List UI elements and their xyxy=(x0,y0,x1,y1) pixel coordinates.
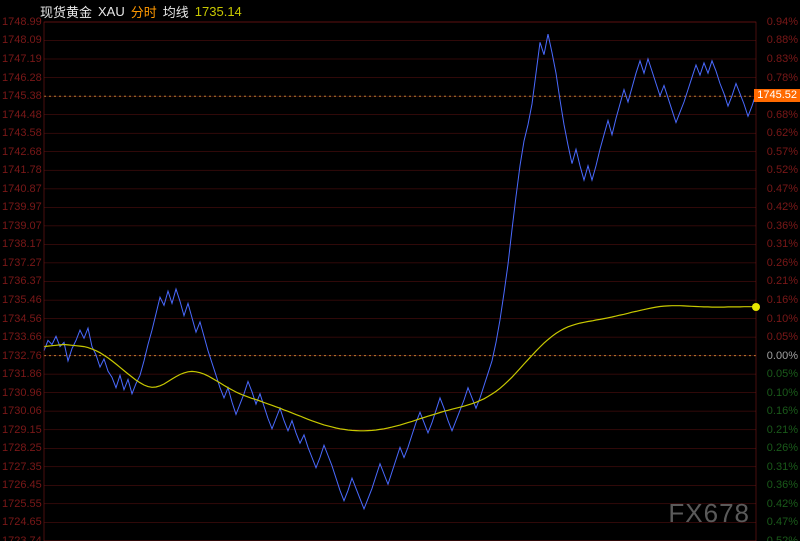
right-tick: 0.10% xyxy=(754,314,798,325)
left-tick: 1736.37 xyxy=(2,276,44,287)
right-tick: 0.26% xyxy=(754,258,798,269)
chart-canvas xyxy=(0,0,800,541)
right-tick: 0.36% xyxy=(754,221,798,232)
right-tick: 0.47% xyxy=(754,184,798,195)
left-tick: 1727.35 xyxy=(2,462,44,473)
left-tick: 1731.86 xyxy=(2,369,44,380)
right-tick: 0.31% xyxy=(754,462,798,473)
right-tick: 0.36% xyxy=(754,480,798,491)
right-tick: 0.52% xyxy=(754,536,798,541)
right-tick: 0.21% xyxy=(754,425,798,436)
ma-label: 均线 xyxy=(163,2,189,21)
right-tick: 0.78% xyxy=(754,73,798,84)
ma-value: 1735.14 xyxy=(195,4,242,19)
left-tick: 1738.17 xyxy=(2,239,44,250)
left-tick: 1740.87 xyxy=(2,184,44,195)
right-tick: 0.47% xyxy=(754,517,798,528)
left-tick: 1748.09 xyxy=(2,35,44,46)
current-price-badge: 1745.52 xyxy=(754,89,800,102)
right-tick: 0.83% xyxy=(754,54,798,65)
left-tick: 1742.68 xyxy=(2,147,44,158)
left-tick: 1734.56 xyxy=(2,314,44,325)
left-tick: 1723.74 xyxy=(2,536,44,541)
right-tick: 0.88% xyxy=(754,35,798,46)
right-tick: 0.26% xyxy=(754,443,798,454)
left-tick: 1728.25 xyxy=(2,443,44,454)
left-tick: 1739.97 xyxy=(2,202,44,213)
left-tick: 1725.55 xyxy=(2,499,44,510)
right-tick: 0.42% xyxy=(754,202,798,213)
right-tick: 0.10% xyxy=(754,388,798,399)
right-tick: 0.62% xyxy=(754,128,798,139)
right-tick: 0.42% xyxy=(754,499,798,510)
right-tick: 0.21% xyxy=(754,276,798,287)
left-tick: 1746.28 xyxy=(2,73,44,84)
left-tick: 1744.48 xyxy=(2,110,44,121)
interval-label: 分时 xyxy=(131,2,157,21)
right-tick: 0.52% xyxy=(754,165,798,176)
right-tick: 0.05% xyxy=(754,332,798,343)
left-tick: 1733.66 xyxy=(2,332,44,343)
right-tick: 0.05% xyxy=(754,369,798,380)
right-tick: 0.00% xyxy=(754,351,798,362)
left-tick: 1726.45 xyxy=(2,480,44,491)
right-tick: 0.57% xyxy=(754,147,798,158)
left-tick: 1741.78 xyxy=(2,165,44,176)
watermark: FX678 xyxy=(668,498,750,529)
chart-header: 现货黄金 XAU 分时 均线 1735.14 xyxy=(0,0,242,22)
left-tick: 1743.58 xyxy=(2,128,44,139)
left-tick: 1730.06 xyxy=(2,406,44,417)
ma-end-dot-icon xyxy=(752,303,760,311)
left-tick: 1735.46 xyxy=(2,295,44,306)
left-tick: 1724.65 xyxy=(2,517,44,528)
instrument-symbol: XAU xyxy=(98,4,125,19)
left-tick: 1739.07 xyxy=(2,221,44,232)
left-tick: 1737.27 xyxy=(2,258,44,269)
right-tick: 0.16% xyxy=(754,406,798,417)
chart-root: 现货黄金 XAU 分时 均线 1735.14 1748.991748.09174… xyxy=(0,0,800,541)
right-tick: 0.16% xyxy=(754,295,798,306)
left-tick: 1729.15 xyxy=(2,425,44,436)
left-tick: 1730.96 xyxy=(2,388,44,399)
right-tick: 0.31% xyxy=(754,239,798,250)
right-tick: 0.68% xyxy=(754,110,798,121)
left-tick: 1745.38 xyxy=(2,91,44,102)
left-tick: 1747.19 xyxy=(2,54,44,65)
left-tick: 1732.76 xyxy=(2,351,44,362)
right-tick: 0.94% xyxy=(754,17,798,28)
instrument-name: 现货黄金 xyxy=(40,2,92,21)
